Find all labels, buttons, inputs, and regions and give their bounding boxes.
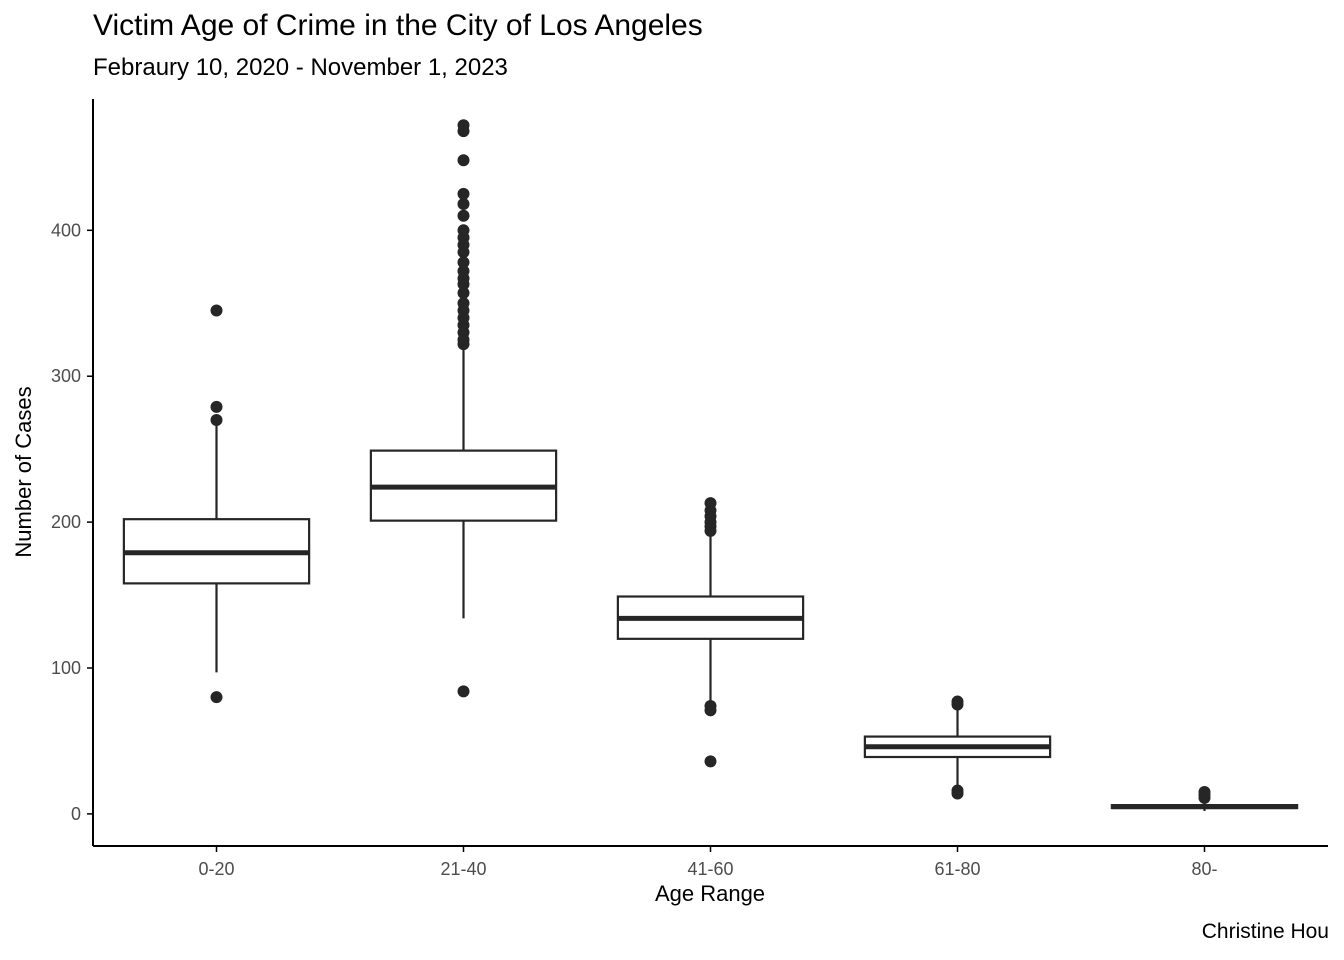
outlier-point	[704, 755, 717, 768]
outlier-point	[457, 198, 470, 211]
box-group-21-40	[369, 119, 558, 698]
chart-title: Victim Age of Crime in the City of Los A…	[93, 9, 703, 42]
outlier-point	[457, 265, 470, 278]
outlier-point	[210, 413, 223, 426]
box-group-41-60	[616, 497, 805, 768]
outlier-point	[457, 187, 470, 200]
outlier-point	[457, 209, 470, 222]
x-tick-label: 41-60	[687, 859, 733, 879]
chart-marks	[122, 119, 1299, 811]
box-group-61-80	[863, 695, 1052, 800]
box-group-0-20	[122, 304, 311, 704]
box-group-80-	[1110, 786, 1299, 811]
axes: 0 100 200 300 400 0-20 21-40 41-60 61-80 80-	[51, 99, 1328, 879]
y-tick-label: 300	[51, 366, 81, 386]
y-tick-label: 400	[51, 220, 81, 240]
chart-caption: Christine Hou	[1201, 920, 1329, 943]
outlier-point	[457, 154, 470, 167]
y-tick-label: 0	[71, 804, 81, 824]
outlier-point	[457, 224, 470, 237]
x-axis-title: Age Range	[654, 881, 766, 906]
outlier-point	[951, 784, 964, 797]
y-tick-label: 200	[51, 512, 81, 532]
outlier-point	[704, 699, 717, 712]
outlier-point	[1198, 786, 1211, 799]
outlier-point	[457, 119, 470, 132]
outlier-point	[457, 297, 470, 310]
outlier-point	[457, 287, 470, 300]
y-axis-title: Number of Cases	[11, 386, 36, 558]
outlier-point	[210, 691, 223, 704]
chart-subtitle: Febraury 10, 2020 - November 1, 2023	[93, 54, 508, 81]
x-tick-label: 0-20	[198, 859, 234, 879]
y-tick-label: 100	[51, 658, 81, 678]
outlier-point	[457, 256, 470, 269]
x-tick-label: 21-40	[440, 859, 486, 879]
outlier-point	[210, 400, 223, 413]
outlier-point	[457, 685, 470, 698]
outlier-point	[704, 497, 717, 510]
x-tick-label: 61-80	[934, 859, 980, 879]
outlier-point	[951, 695, 964, 708]
x-tick-label: 80-	[1191, 859, 1217, 879]
outlier-point	[210, 304, 223, 317]
